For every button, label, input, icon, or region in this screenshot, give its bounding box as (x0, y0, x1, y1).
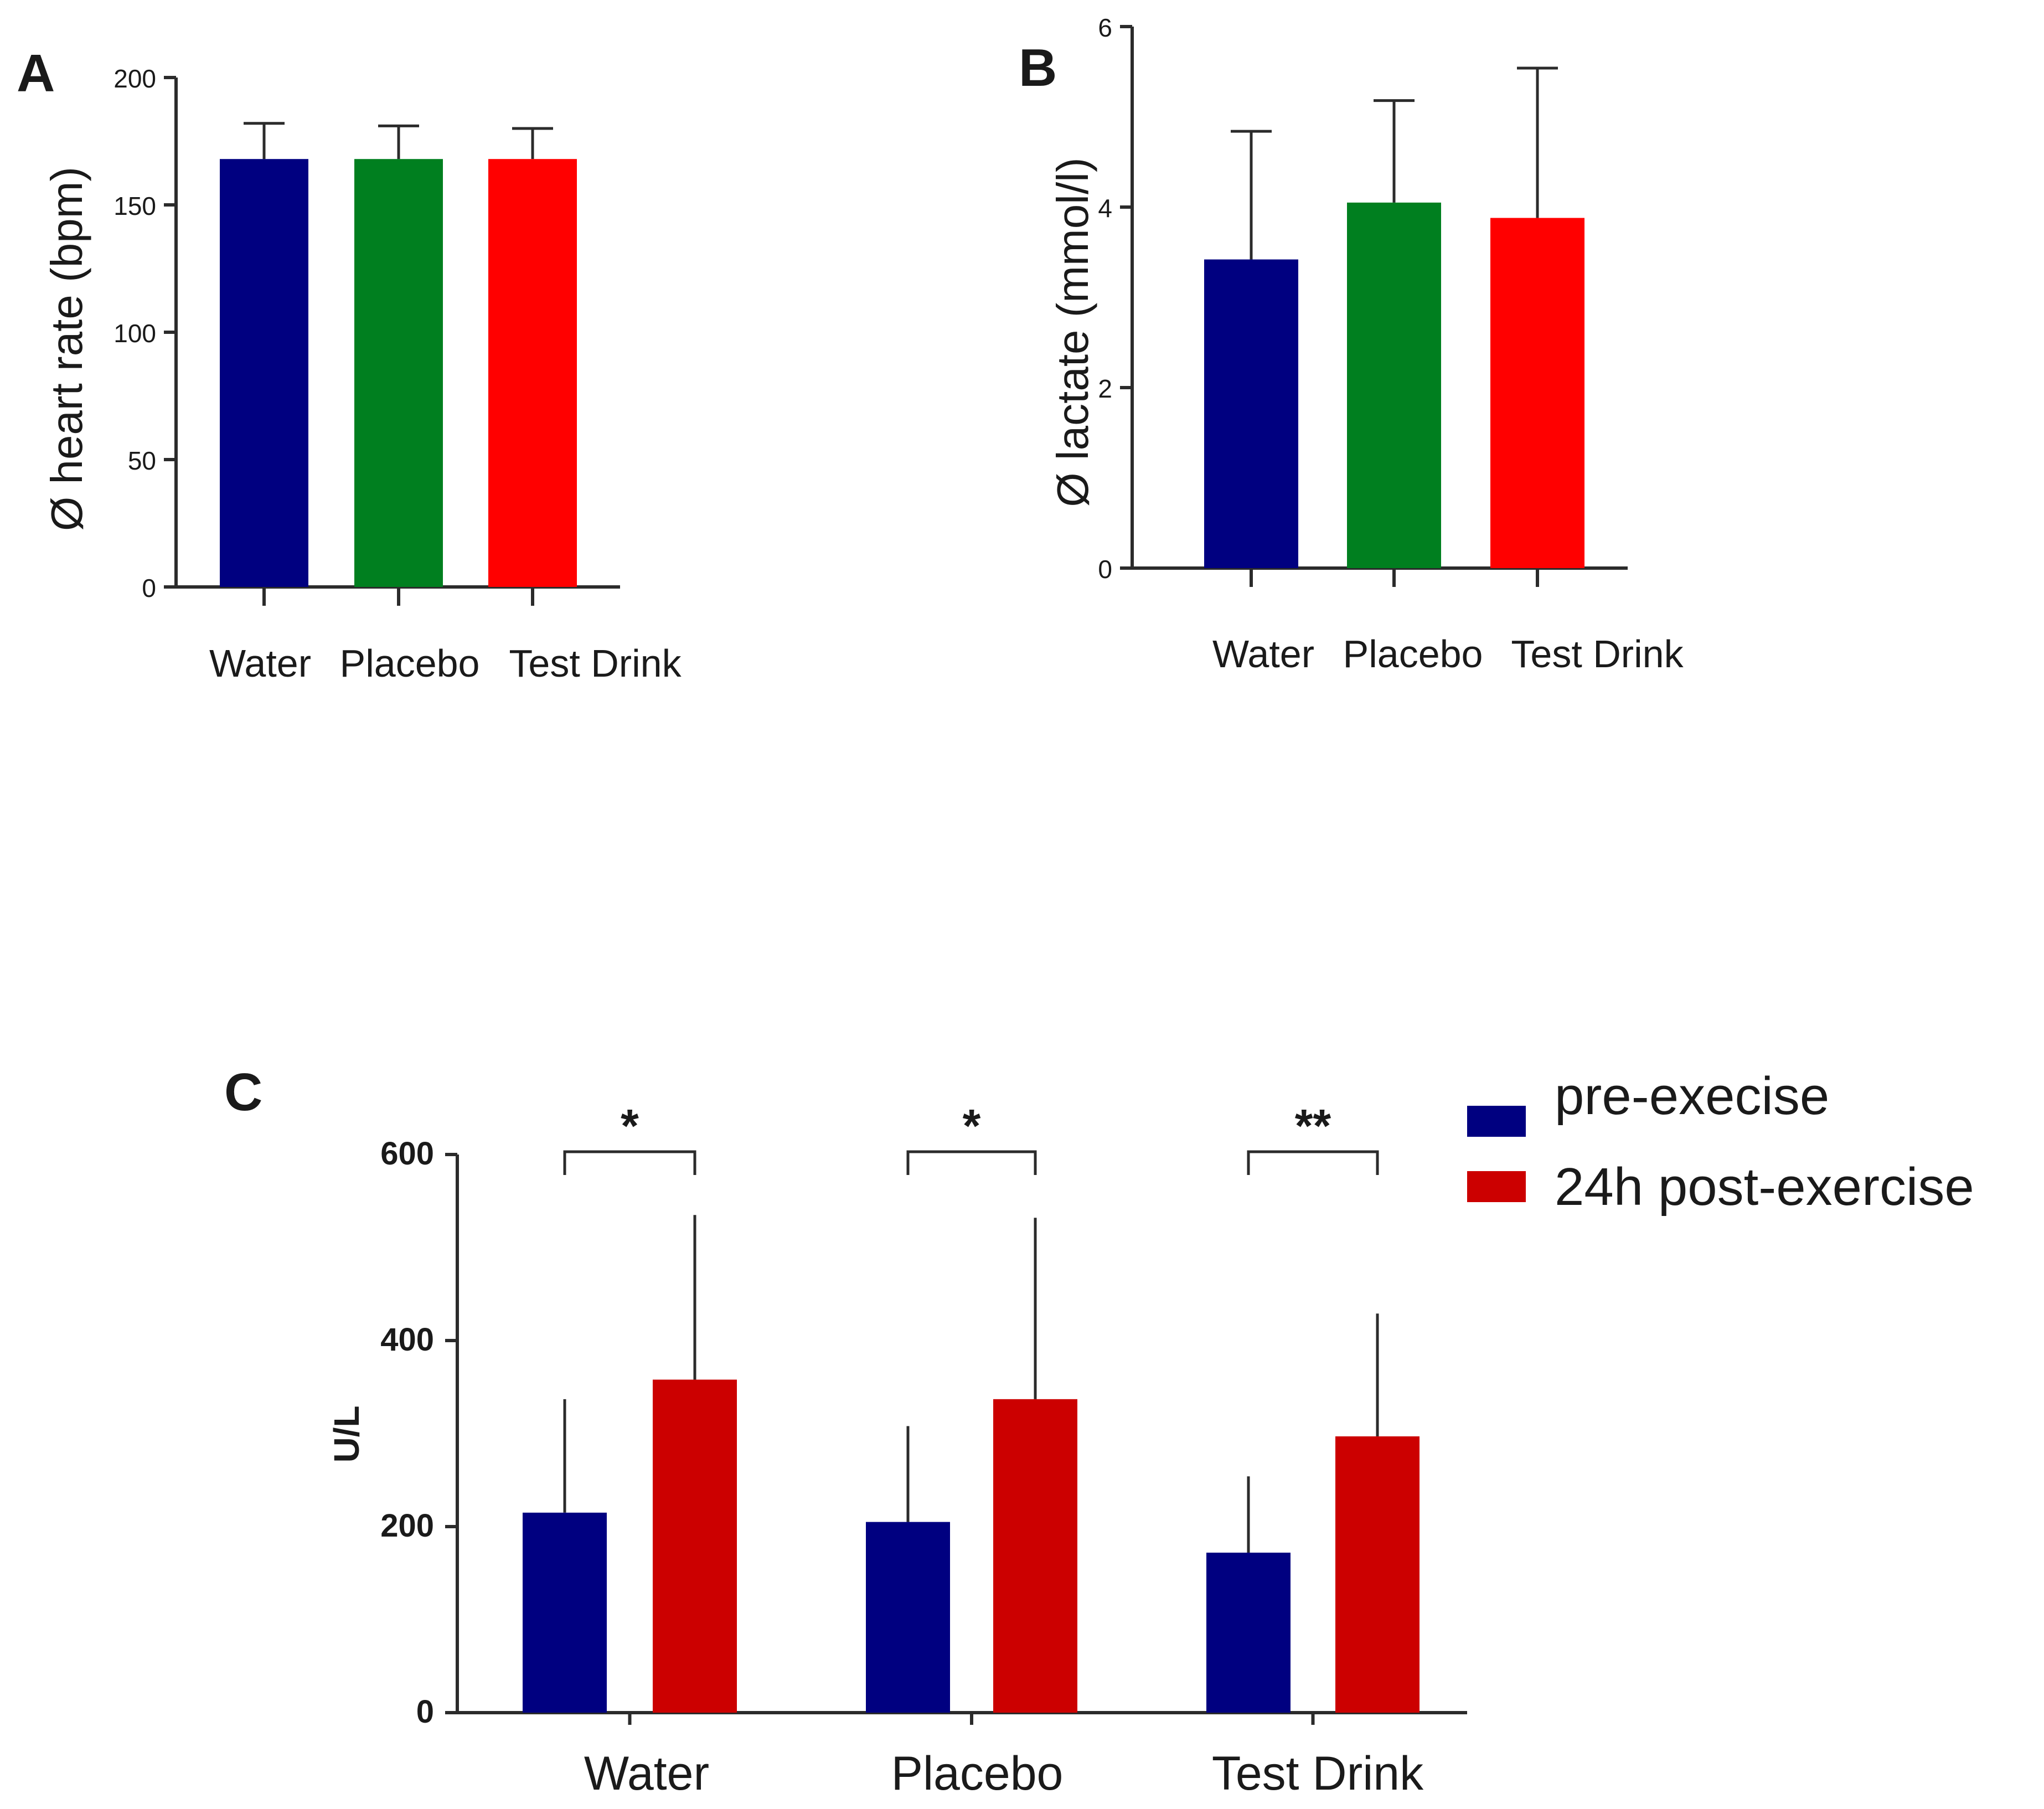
panel-c-bar-pre (866, 1522, 950, 1713)
panel-b-y-tick-label: 4 (1098, 194, 1112, 223)
panel-a-x-tick-label: Water (209, 642, 311, 685)
significance-marker: * (621, 1100, 639, 1152)
panel-a-y-tick-label: 100 (113, 319, 156, 348)
panel-b-bar (1347, 202, 1441, 569)
panel-c-x-tick-label: Water (584, 1747, 709, 1800)
panel-b-x-tick-label: Placebo (1343, 632, 1483, 676)
panel-b-x-tick-label: Water (1212, 632, 1314, 676)
panel-c-y-tick-label: 200 (380, 1508, 434, 1544)
significance-marker: ** (1295, 1100, 1331, 1152)
panel-c-significance: * * ** (563, 1100, 1379, 1175)
panel-c-bar-post (1335, 1436, 1420, 1713)
panel-c-x-tick-label: Test Drink (1212, 1747, 1424, 1800)
panel-a-label: A (17, 44, 55, 103)
legend-label-pre: pre-execise (1555, 1066, 1829, 1126)
legend-label-post: 24h post-exercise (1555, 1157, 1974, 1217)
panel-a-y-tick-label: 150 (113, 192, 156, 220)
panel-c-y-tick-label: 0 (416, 1694, 434, 1730)
panel-a-y-tick-label: 50 (128, 446, 156, 475)
panel-c-x-tick-label: Placebo (891, 1747, 1064, 1800)
panel-a-bar (354, 159, 443, 587)
panel-c-bar-pre (1206, 1553, 1291, 1713)
significance-bracket (563, 1150, 696, 1175)
panel-a-bar (488, 159, 577, 587)
panel-b-x-tick-label: Test Drink (1511, 632, 1684, 676)
panel-a-y-tick-label: 200 (113, 64, 156, 93)
panel-a-x-tick-label: Placebo (340, 642, 480, 685)
panel-c-bar-post (993, 1399, 1077, 1713)
legend-swatch-pre (1467, 1106, 1526, 1137)
panel-c-axes: 0 200 400 600 Water Placebo Test Drink (380, 1136, 1467, 1800)
panel-b-bars (1204, 66, 1584, 569)
legend-swatch-post (1467, 1171, 1526, 1202)
panel-c-y-axis-label: U/L (327, 1405, 367, 1462)
panel-a-y-axis-label: Ø heart rate (bpm) (42, 167, 91, 531)
significance-marker: * (963, 1100, 981, 1152)
panel-a-y-tick-label: 0 (142, 574, 156, 602)
panel-c-bar-post (653, 1379, 737, 1713)
panel-c-y-tick-label: 400 (380, 1322, 434, 1358)
panel-c: C U/L 0 200 400 600 Water Placebo Test Drink *… (224, 1063, 1974, 1800)
panel-b-y-axis-label: Ø lactate (mmol/l) (1048, 157, 1097, 507)
panel-a-bar (220, 159, 308, 587)
significance-bracket (1247, 1150, 1379, 1175)
panel-c-legend: pre-execise 24h post-exercise (1467, 1066, 1974, 1217)
panel-b-y-tick-label: 6 (1098, 13, 1112, 42)
panel-b-bar (1490, 218, 1584, 568)
panel-a-axes: 0 50 100 150 200 Water Placebo Test Drink (113, 64, 682, 685)
panel-b-y-tick-label: 0 (1098, 555, 1112, 584)
panel-a-x-tick-label: Test Drink (509, 642, 682, 685)
panel-c-bars (523, 1215, 1420, 1713)
significance-bracket (906, 1150, 1037, 1175)
panel-b-y-tick-label: 2 (1098, 374, 1112, 403)
panel-b-bar (1204, 259, 1298, 568)
panel-c-bar-pre (523, 1512, 607, 1713)
panel-a-bars (220, 122, 577, 587)
panel-b-label: B (1019, 38, 1057, 97)
panel-c-y-tick-label: 600 (380, 1136, 434, 1172)
panel-c-label: C (224, 1063, 262, 1122)
panel-a: A Ø heart rate (bpm) 0 50 100 150 200 Water Pl… (17, 44, 682, 685)
panel-b: B Ø lactate (mmol/l) 0 2 4 6 Water Placebo Tes… (1019, 13, 1684, 676)
